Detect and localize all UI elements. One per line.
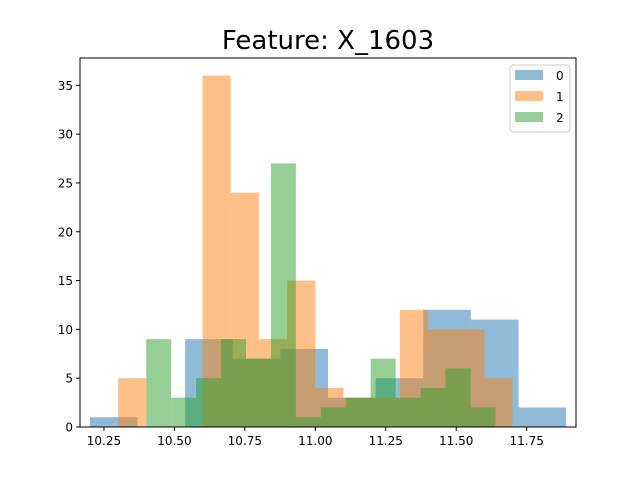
histogram-bar-series-0 xyxy=(89,417,138,427)
x-tick-label: 11.25 xyxy=(369,434,403,448)
histogram-bar-series-2 xyxy=(395,397,421,427)
histogram-bar-series-2 xyxy=(320,407,346,427)
legend-label-series-2: 2 xyxy=(556,111,564,125)
x-axis: 10.25 10.50 10.75 11.00 11.25 11.50 11.75 xyxy=(87,427,544,448)
y-tick-label: 5 xyxy=(65,372,73,386)
x-tick-label: 10.50 xyxy=(157,434,191,448)
x-tick-label: 11.00 xyxy=(298,434,332,448)
histogram-bar-series-2 xyxy=(445,368,471,427)
x-tick-label: 11.50 xyxy=(439,434,473,448)
y-tick-label: 20 xyxy=(58,225,73,239)
histogram-bar-series-2 xyxy=(345,397,371,427)
y-tick-label: 30 xyxy=(58,128,73,142)
legend-label-series-0: 0 xyxy=(556,69,564,83)
histogram-bar-series-2 xyxy=(221,339,246,427)
plot-area xyxy=(89,75,567,428)
legend-label-series-1: 1 xyxy=(556,90,564,104)
histogram-bar-series-1 xyxy=(118,378,147,427)
histogram-bar-series-2 xyxy=(370,358,396,427)
histogram-bar-series-2 xyxy=(171,397,197,427)
y-tick-label: 10 xyxy=(58,323,73,337)
legend-swatch-series-2 xyxy=(515,112,543,122)
legend: 0 1 2 xyxy=(509,64,571,133)
histogram-bar-series-2 xyxy=(270,163,296,427)
x-tick-label: 10.75 xyxy=(228,434,262,448)
histogram-bar-series-2 xyxy=(196,378,222,427)
histogram-bar-series-2 xyxy=(146,339,172,427)
histogram-bar-series-2 xyxy=(420,387,446,427)
legend-swatch-series-1 xyxy=(515,91,543,101)
x-tick-label: 11.75 xyxy=(510,434,544,448)
chart-title: Feature: X_1603 xyxy=(222,26,434,56)
y-tick-label: 15 xyxy=(58,274,73,288)
histogram-bar-series-2 xyxy=(295,417,321,427)
y-axis: 0 5 10 15 20 25 30 35 xyxy=(58,79,80,435)
legend-swatch-series-0 xyxy=(515,70,543,80)
x-tick-label: 10.25 xyxy=(87,434,121,448)
y-tick-label: 35 xyxy=(58,79,73,93)
histogram-bar-series-2 xyxy=(470,407,496,427)
axes-frame xyxy=(79,57,577,428)
y-tick-label: 0 xyxy=(65,421,73,435)
y-tick-label: 25 xyxy=(58,176,73,190)
histogram-bar-series-0 xyxy=(518,407,567,427)
histogram-bar-series-2 xyxy=(245,358,271,427)
